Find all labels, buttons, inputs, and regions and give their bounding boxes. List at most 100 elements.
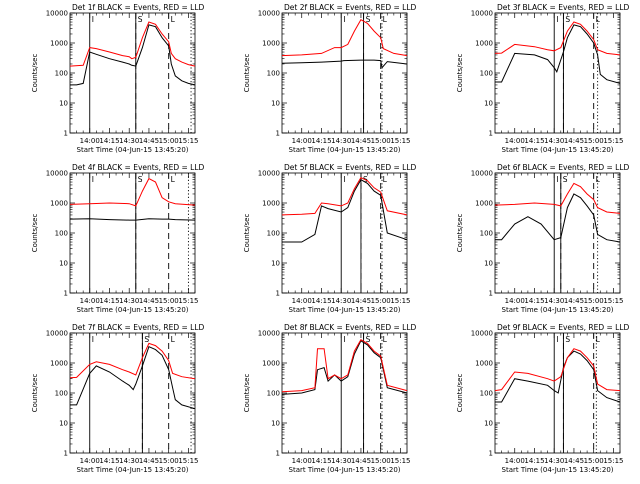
y-axis-label: Counts/sec [31,374,39,413]
y-tick-label: 100 [55,390,68,398]
panel-title: Det 9f BLACK = Events, RED = LLD [497,323,630,332]
x-tick-label: 14:15 [524,137,544,145]
marker-label-s: S [565,15,570,24]
y-tick-label: 10 [484,100,493,108]
marker-label-i: I [92,335,94,344]
x-tick-label: 15:15 [603,137,623,145]
y-axis-label: Counts/sec [31,54,39,93]
panel-det-8: 1 10 100 1000 10000 14:00 14:15 14:30 14:45 15:00… [243,323,417,474]
marker-label-l: L [171,335,176,344]
panel-title: Det 4f BLACK = Events, RED = LLD [72,163,205,172]
y-tick-label: 1000 [262,200,280,208]
y-tick-label: 1000 [50,200,68,208]
x-tick-label: 14:15 [524,297,544,305]
x-axis-label: Start Time (04-Jun-15 13:45:20) [502,146,614,154]
marker-label-i: I [556,15,558,24]
x-tick-label: 15:15 [390,457,410,465]
x-axis-label: Start Time (04-Jun-15 13:45:20) [289,466,401,474]
x-axis-label: Start Time (04-Jun-15 13:45:20) [77,146,189,154]
marker-label-i: I [343,15,345,24]
series-lld-line [69,342,196,380]
y-tick-label: 10000 [471,330,493,338]
marker-label-l: L [596,15,601,24]
y-axis-label: Counts/sec [243,214,251,253]
x-tick-label: 14:45 [564,457,584,465]
y-tick-label: 10 [484,420,493,428]
y-tick-label: 1 [489,290,493,298]
marker-label-l: L [383,175,388,184]
marker-label-l: L [383,15,388,24]
y-tick-label: 10000 [471,10,493,18]
plot-frame [494,172,621,294]
panel-title: Det 8f BLACK = Events, RED = LLD [284,323,417,332]
panel-det-7: 1 10 100 1000 10000 14:00 14:15 14:30 14:45 15:00… [31,323,205,474]
series-events-line [69,218,196,221]
y-tick-label: 100 [267,390,280,398]
x-tick-label: 15:00 [584,137,604,145]
series-events-line [495,350,621,403]
y-tick-label: 10000 [258,330,280,338]
y-tick-label: 10000 [46,330,68,338]
series-events-line [282,179,408,243]
x-tick-label: 14:00 [80,137,100,145]
x-tick-label: 14:45 [139,457,159,465]
y-tick-label: 10 [271,420,280,428]
x-tick-label: 15:15 [178,457,198,465]
x-tick-label: 14:00 [505,457,525,465]
y-tick-label: 1000 [50,360,68,368]
y-tick-label: 1 [64,450,68,458]
y-tick-label: 10 [59,420,68,428]
y-tick-label: 100 [267,70,280,78]
y-tick-label: 100 [55,230,68,238]
marker-label-s: S [138,15,143,24]
marker-label-l: L [383,335,388,344]
series-lld-line [281,19,408,57]
x-tick-label: 14:45 [564,297,584,305]
x-tick-label: 14:15 [99,137,119,145]
y-axis-label: Counts/sec [456,374,464,413]
x-tick-label: 14:00 [292,297,312,305]
panel-title: Det 7f BLACK = Events, RED = LLD [72,323,205,332]
y-axis-label: Counts/sec [243,374,251,413]
panel-title: Det 6f BLACK = Events, RED = LLD [497,163,630,172]
marker-label-l: L [171,15,176,24]
x-tick-label: 15:00 [159,297,179,305]
x-tick-label: 14:00 [505,297,525,305]
y-tick-label: 10000 [471,170,493,178]
y-tick-label: 100 [480,390,493,398]
y-tick-label: 1 [276,450,280,458]
series-lld-line [69,21,196,67]
x-tick-label: 15:15 [603,457,623,465]
panel-det-1: 1 10 100 1000 10000 14:00 14:15 14:30 14:45 15:00… [31,3,205,154]
x-tick-label: 15:15 [390,137,410,145]
plot-frame [494,12,621,134]
x-tick-label: 14:30 [331,137,351,145]
x-tick-label: 14:30 [331,457,351,465]
y-tick-label: 1 [276,130,280,138]
series-lld-line [494,348,621,392]
x-axis-label: Start Time (04-Jun-15 13:45:20) [289,146,401,154]
x-tick-label: 14:30 [544,297,564,305]
x-tick-label: 14:45 [351,137,371,145]
x-tick-label: 14:45 [139,297,159,305]
marker-label-i: I [556,335,558,344]
plot-frame [69,172,196,294]
series-events-line [281,59,408,69]
marker-label-s: S [565,335,570,344]
y-tick-label: 10 [271,100,280,108]
y-tick-label: 10 [271,260,280,268]
marker-label-i: I [343,335,345,344]
x-axis-label: Start Time (04-Jun-15 13:45:20) [502,466,614,474]
x-tick-label: 15:15 [390,297,410,305]
y-tick-label: 10 [59,100,68,108]
x-tick-label: 14:15 [311,297,331,305]
series-events-line [495,24,621,84]
panel-title: Det 1f BLACK = Events, RED = LLD [72,3,205,12]
y-tick-label: 1000 [50,40,68,48]
y-tick-label: 100 [267,230,280,238]
x-axis-label: Start Time (04-Jun-15 13:45:20) [77,306,189,314]
panel-det-2: 1 10 100 1000 10000 14:00 14:15 14:30 14:45 15:00… [243,3,417,154]
panel-title: Det 5f BLACK = Events, RED = LLD [284,163,417,172]
marker-label-i: I [92,175,94,184]
